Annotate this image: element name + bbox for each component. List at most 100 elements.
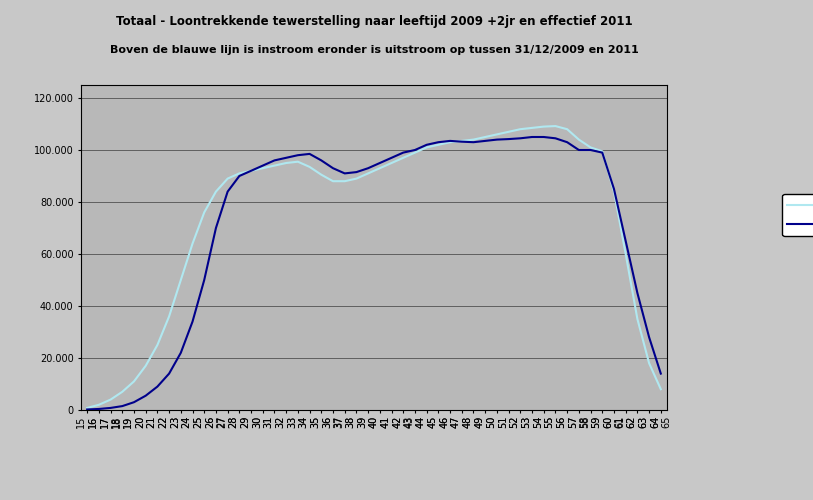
2009 xyxy=(387,155,397,161)
2009 xyxy=(188,318,198,324)
2009 xyxy=(246,168,256,174)
2009 xyxy=(609,186,619,192)
2009 xyxy=(117,403,127,409)
2009 xyxy=(293,152,302,158)
2009 xyxy=(433,139,443,145)
2009 xyxy=(574,147,584,153)
2009 xyxy=(550,136,560,141)
2009 xyxy=(563,139,572,145)
2011 xyxy=(504,129,514,135)
2009 xyxy=(585,147,595,153)
2009 xyxy=(492,136,502,142)
2009 xyxy=(258,162,267,168)
2009 xyxy=(398,150,408,156)
2011 xyxy=(305,164,315,170)
2011 xyxy=(188,240,198,246)
2011 xyxy=(211,188,221,194)
2009 xyxy=(305,151,315,157)
2011 xyxy=(258,165,267,171)
2009 xyxy=(515,136,525,141)
2011 xyxy=(457,138,467,144)
2011 xyxy=(574,136,584,142)
2011 xyxy=(468,136,478,142)
2011 xyxy=(644,360,654,366)
2011 xyxy=(234,170,244,176)
2011 xyxy=(153,342,163,348)
2009 xyxy=(621,238,631,244)
2009 xyxy=(633,290,642,296)
2009 xyxy=(270,158,280,164)
2011 xyxy=(656,386,666,392)
2011 xyxy=(363,170,373,176)
2011 xyxy=(316,172,326,177)
2011 xyxy=(117,389,127,395)
2011 xyxy=(106,396,115,402)
2009 xyxy=(129,399,139,405)
2011 xyxy=(446,139,455,145)
Line: 2011: 2011 xyxy=(87,126,661,408)
2011 xyxy=(609,188,619,194)
2009 xyxy=(468,139,478,145)
2009 xyxy=(457,138,467,144)
2011 xyxy=(351,176,361,182)
2009 xyxy=(644,334,654,340)
2011 xyxy=(164,314,174,320)
2009 xyxy=(211,225,221,231)
2011 xyxy=(598,148,607,154)
2009 xyxy=(340,170,350,176)
2009 xyxy=(316,158,326,164)
2011 xyxy=(246,168,256,174)
2009 xyxy=(199,277,209,283)
2011 xyxy=(515,126,525,132)
2009 xyxy=(82,406,92,412)
2009 xyxy=(94,406,104,412)
2009 xyxy=(106,405,115,411)
2011 xyxy=(223,176,233,182)
2009 xyxy=(410,147,420,153)
2011 xyxy=(270,162,280,168)
2011 xyxy=(422,144,432,150)
2011 xyxy=(199,210,209,216)
Text: Totaal - Loontrekkende tewerstelling naar leeftijd 2009 +2jr en effectief 2011: Totaal - Loontrekkende tewerstelling naa… xyxy=(115,15,633,28)
2009 xyxy=(446,138,455,144)
2011 xyxy=(141,363,150,369)
2009 xyxy=(176,350,185,356)
2009 xyxy=(351,169,361,175)
2011 xyxy=(492,132,502,138)
2011 xyxy=(527,125,537,131)
2011 xyxy=(293,158,302,164)
2011 xyxy=(176,277,185,283)
2011 xyxy=(281,160,291,166)
2009 xyxy=(363,165,373,171)
2011 xyxy=(328,178,338,184)
2009 xyxy=(480,138,490,144)
2011 xyxy=(539,124,549,130)
2009 xyxy=(328,165,338,171)
2009 xyxy=(164,370,174,376)
2009 xyxy=(598,150,607,156)
Line: 2009: 2009 xyxy=(87,137,661,409)
2011 xyxy=(550,123,560,129)
2011 xyxy=(375,165,385,171)
2009 xyxy=(656,370,666,376)
2011 xyxy=(340,178,350,184)
2009 xyxy=(422,142,432,148)
Legend: 2011, 2009: 2011, 2009 xyxy=(782,194,813,236)
2011 xyxy=(398,155,408,161)
2011 xyxy=(563,126,572,132)
2009 xyxy=(527,134,537,140)
2011 xyxy=(94,402,104,408)
2011 xyxy=(480,134,490,140)
2009 xyxy=(223,188,233,194)
2011 xyxy=(621,251,631,257)
2009 xyxy=(281,155,291,161)
2011 xyxy=(82,405,92,411)
2011 xyxy=(387,160,397,166)
2009 xyxy=(141,392,150,398)
2009 xyxy=(539,134,549,140)
Text: Boven de blauwe lijn is instroom eronder is uitstroom op tussen 31/12/2009 en 20: Boven de blauwe lijn is instroom eronder… xyxy=(110,45,638,55)
2009 xyxy=(504,136,514,142)
2011 xyxy=(410,150,420,156)
2011 xyxy=(633,316,642,322)
2011 xyxy=(433,142,443,148)
